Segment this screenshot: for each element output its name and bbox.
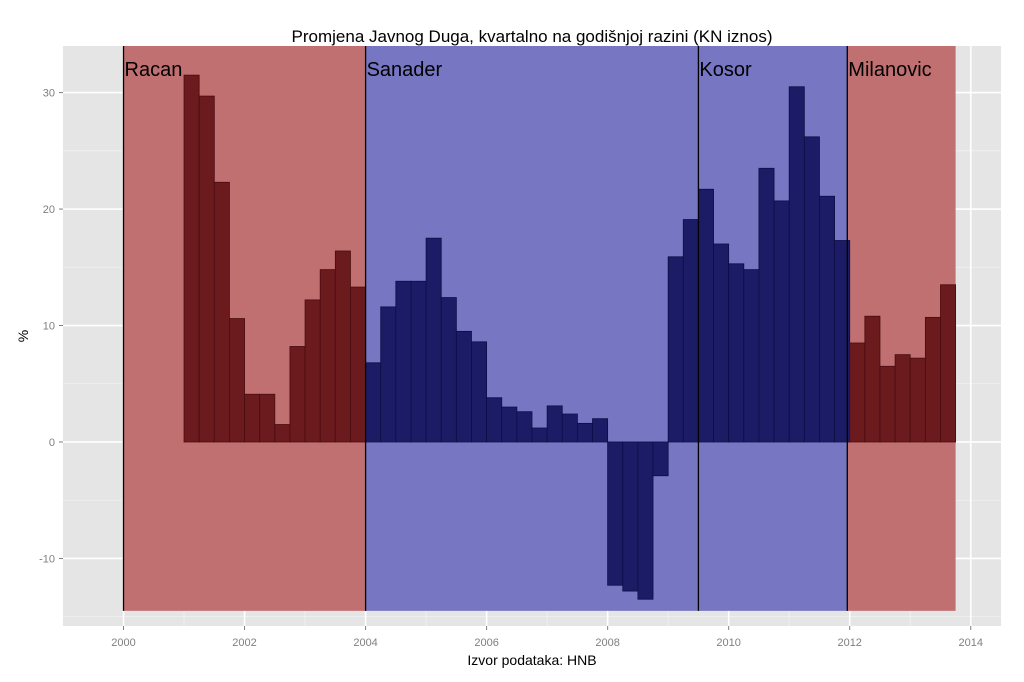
bar [924, 316, 941, 443]
bar [728, 263, 745, 443]
bar [682, 219, 699, 443]
bar [501, 406, 518, 443]
bar [259, 393, 276, 443]
bars [183, 74, 957, 600]
bar [743, 269, 760, 443]
x-tick-label: 2008 [595, 637, 619, 649]
bar [849, 342, 866, 443]
bar [274, 424, 291, 443]
bar [289, 346, 306, 443]
bar [350, 286, 366, 443]
bar [425, 237, 442, 443]
bar [940, 284, 957, 443]
y-tick-label: 0 [49, 437, 55, 449]
era-boundary-lines [122, 46, 848, 611]
bar [561, 413, 578, 443]
bar [440, 297, 457, 443]
bar [864, 315, 881, 443]
bar [667, 256, 684, 443]
x-tick-label: 2010 [716, 637, 740, 649]
x-tick-label: 2014 [958, 637, 982, 649]
x-axis-title: Izvor podataka: HNB [467, 652, 596, 668]
bar [410, 280, 427, 443]
y-axis: -10 0 10 20 30 [39, 88, 63, 565]
bar [516, 411, 533, 443]
y-axis-title: % [15, 330, 31, 342]
bar [395, 280, 412, 443]
bar [213, 181, 230, 443]
x-tick-label: 2002 [232, 637, 256, 649]
bar [304, 299, 321, 443]
bar [819, 195, 835, 443]
bar [486, 397, 503, 443]
bar [788, 86, 805, 443]
bar [607, 441, 624, 586]
bar [198, 95, 215, 443]
y-tick-label: -10 [39, 553, 55, 565]
bar [894, 354, 911, 443]
x-tick-label: 2012 [837, 637, 861, 649]
bar [758, 167, 775, 443]
bar [244, 393, 261, 443]
x-tick-label: 2006 [474, 637, 498, 649]
era-labels: Racan Sanader Kosor Milanovic [125, 59, 932, 81]
bar [531, 427, 548, 443]
y-tick-label: 20 [43, 204, 55, 216]
bar [698, 188, 714, 443]
bar [576, 422, 593, 443]
era-label-racan: Racan [125, 59, 183, 81]
bar [803, 136, 820, 443]
bar [637, 441, 654, 600]
bar [471, 341, 488, 443]
bar [380, 306, 397, 443]
era-label-sanader: Sanader [367, 59, 443, 81]
bar [592, 418, 609, 443]
bar [546, 405, 563, 443]
y-tick-label: 10 [43, 321, 55, 333]
bar [879, 365, 896, 443]
bar [834, 240, 851, 443]
bar [713, 243, 730, 443]
bar [229, 318, 245, 443]
bar [365, 362, 382, 443]
x-axis: 2000 2002 2004 2006 2008 2010 2012 2014 [111, 626, 983, 649]
bar [319, 269, 336, 443]
bar [622, 441, 639, 592]
bar [334, 250, 351, 443]
x-tick-label: 2004 [353, 637, 377, 649]
bar [909, 357, 926, 443]
bar [773, 200, 790, 443]
chart-title: Promjena Javnog Duga, kvartalno na godiš… [292, 27, 773, 46]
y-tick-label: 30 [43, 88, 55, 100]
bar [652, 441, 669, 477]
x-tick-label: 2000 [111, 637, 135, 649]
bar [183, 74, 200, 443]
era-label-milanovic: Milanovic [848, 59, 931, 81]
bar [455, 330, 472, 443]
era-label-kosor: Kosor [699, 59, 752, 81]
